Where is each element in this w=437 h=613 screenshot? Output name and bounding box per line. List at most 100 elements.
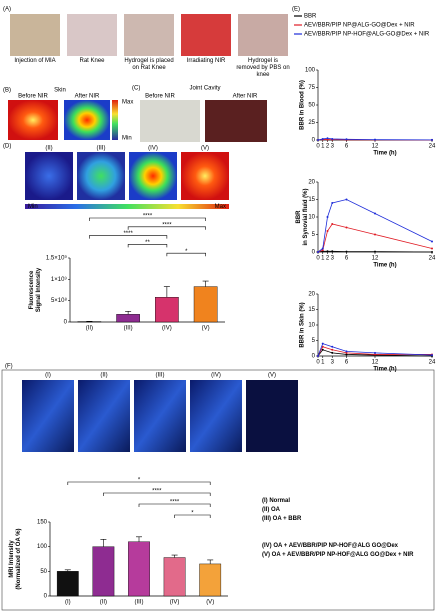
- significance-bracket: [127, 226, 206, 230]
- x-tick-label: (V): [206, 600, 214, 606]
- mri-image: [190, 380, 242, 452]
- y-axis-label: BBR: [296, 210, 302, 224]
- x-tick-label: (III): [135, 600, 144, 606]
- photo: [205, 100, 267, 142]
- x-tick-label: 24: [429, 144, 436, 150]
- legend-label: BBR: [304, 14, 317, 20]
- x-tick-label: (V): [202, 326, 210, 332]
- significance-bracket: [89, 217, 206, 221]
- scale-label: Max: [122, 100, 133, 106]
- x-tick-label: (II): [86, 326, 93, 332]
- fluorescence-image: [77, 152, 125, 200]
- panel-label: (B): [3, 88, 11, 94]
- y-axis-label: Signal Intensity: [36, 267, 42, 312]
- x-tick-label: 6: [345, 256, 349, 262]
- color-scale: [112, 100, 118, 140]
- significance-label: ****: [143, 214, 153, 220]
- significance-bracket: [89, 235, 168, 239]
- caption: Before NIR: [145, 94, 175, 100]
- series-line: [317, 349, 433, 357]
- caption: Hydrogel is placed on Rat Knee: [124, 58, 174, 71]
- error-bar: [207, 559, 214, 564]
- mri-images: [22, 380, 298, 452]
- y-tick-label: 0: [312, 354, 316, 360]
- title: Joint Cavity: [189, 86, 220, 92]
- photo: [238, 14, 288, 56]
- image-label: (II): [45, 146, 52, 152]
- panel-label: (C): [132, 86, 140, 92]
- bar: [92, 546, 115, 597]
- x-tick-label: 6: [345, 360, 349, 366]
- panel-label: (E): [292, 7, 300, 13]
- x-axis-label: Time (h): [373, 367, 396, 373]
- bar: [199, 563, 222, 597]
- series-line: [317, 223, 433, 253]
- error-bar: [171, 554, 178, 558]
- error-bar: [125, 311, 132, 315]
- y-tick-label: 10: [308, 215, 315, 221]
- image-label: (III): [97, 146, 106, 152]
- x-tick-label: 2: [326, 256, 330, 262]
- error-bar: [163, 286, 170, 298]
- thermal-image: [8, 100, 58, 140]
- x-tick-label: 0: [316, 144, 320, 150]
- image-label: (IV): [211, 373, 221, 379]
- legend-label: (II) OA: [262, 507, 280, 513]
- y-tick-label: 15: [308, 197, 315, 203]
- x-tick-label: 12: [372, 144, 379, 150]
- caption: Hydrogel is removed by PBS on knee: [236, 58, 290, 78]
- significance-label: ****: [123, 231, 133, 237]
- x-tick-label: 1: [321, 360, 325, 366]
- y-axis-label: Fluorescence: [29, 270, 35, 309]
- legend-label: AEV/BBR/PIP NP@ALG-GO@Dex + NIR: [304, 23, 415, 29]
- x-tick-label: 12: [372, 360, 379, 366]
- image-label: (IV): [148, 146, 158, 152]
- series-line: [317, 199, 433, 253]
- caption: Rat Knee: [79, 58, 105, 64]
- error-bar: [64, 569, 71, 572]
- bar: [56, 571, 79, 597]
- thermal-image: [64, 100, 110, 140]
- image-label: (V): [268, 373, 276, 379]
- y-axis-label: BBR in Blood (%): [300, 80, 306, 130]
- y-tick-label: 5: [312, 338, 316, 344]
- legend-label: (V) OA + AEV/BBR/PIP NP-HOF@ALG GO@Dex +…: [262, 552, 414, 558]
- series-line: [317, 250, 433, 253]
- y-tick-label: 1.5×10⁹: [46, 255, 68, 262]
- y-tick-label: 50: [40, 569, 47, 575]
- y-tick-label: 0: [312, 138, 316, 144]
- series-line: [317, 137, 433, 141]
- significance-label: *: [191, 511, 194, 517]
- photo: [140, 100, 200, 142]
- fluorescence-image: [25, 152, 73, 200]
- legend-label: (III) OA + BBR: [262, 516, 302, 522]
- fluorescence-image: [181, 152, 229, 200]
- scale-label: Min: [28, 204, 38, 210]
- caption: Irradiating NIR: [186, 58, 226, 64]
- y-axis-label: MRI Intensity: [9, 540, 15, 578]
- significance-bracket: [103, 492, 211, 496]
- y-tick-label: 20: [308, 292, 315, 298]
- y-axis-label: (Normalized of OA %): [16, 528, 22, 589]
- y-tick-label: 20: [308, 180, 315, 186]
- mri-image: [22, 380, 74, 452]
- x-tick-label: 2: [326, 144, 330, 150]
- legend-label: (I) Normal: [262, 498, 291, 504]
- photo: [67, 14, 117, 56]
- y-axis-label: BBR in Skin (%): [300, 302, 306, 347]
- y-tick-label: 5: [312, 232, 316, 238]
- bar: [116, 314, 140, 323]
- x-tick-label: 0: [316, 256, 320, 262]
- caption: After NIR: [75, 94, 100, 100]
- y-tick-label: 150: [37, 520, 48, 526]
- panel-label: (D): [3, 144, 11, 150]
- photo: [124, 14, 174, 56]
- x-tick-label: 12: [372, 256, 379, 262]
- x-tick-label: 3: [331, 144, 335, 150]
- x-axis-label: Time (h): [373, 263, 396, 269]
- image-label: (II): [100, 373, 107, 379]
- caption: Before NIR: [18, 94, 48, 100]
- caption: Injection of MIA: [14, 58, 56, 64]
- x-tick-label: (I): [65, 600, 71, 606]
